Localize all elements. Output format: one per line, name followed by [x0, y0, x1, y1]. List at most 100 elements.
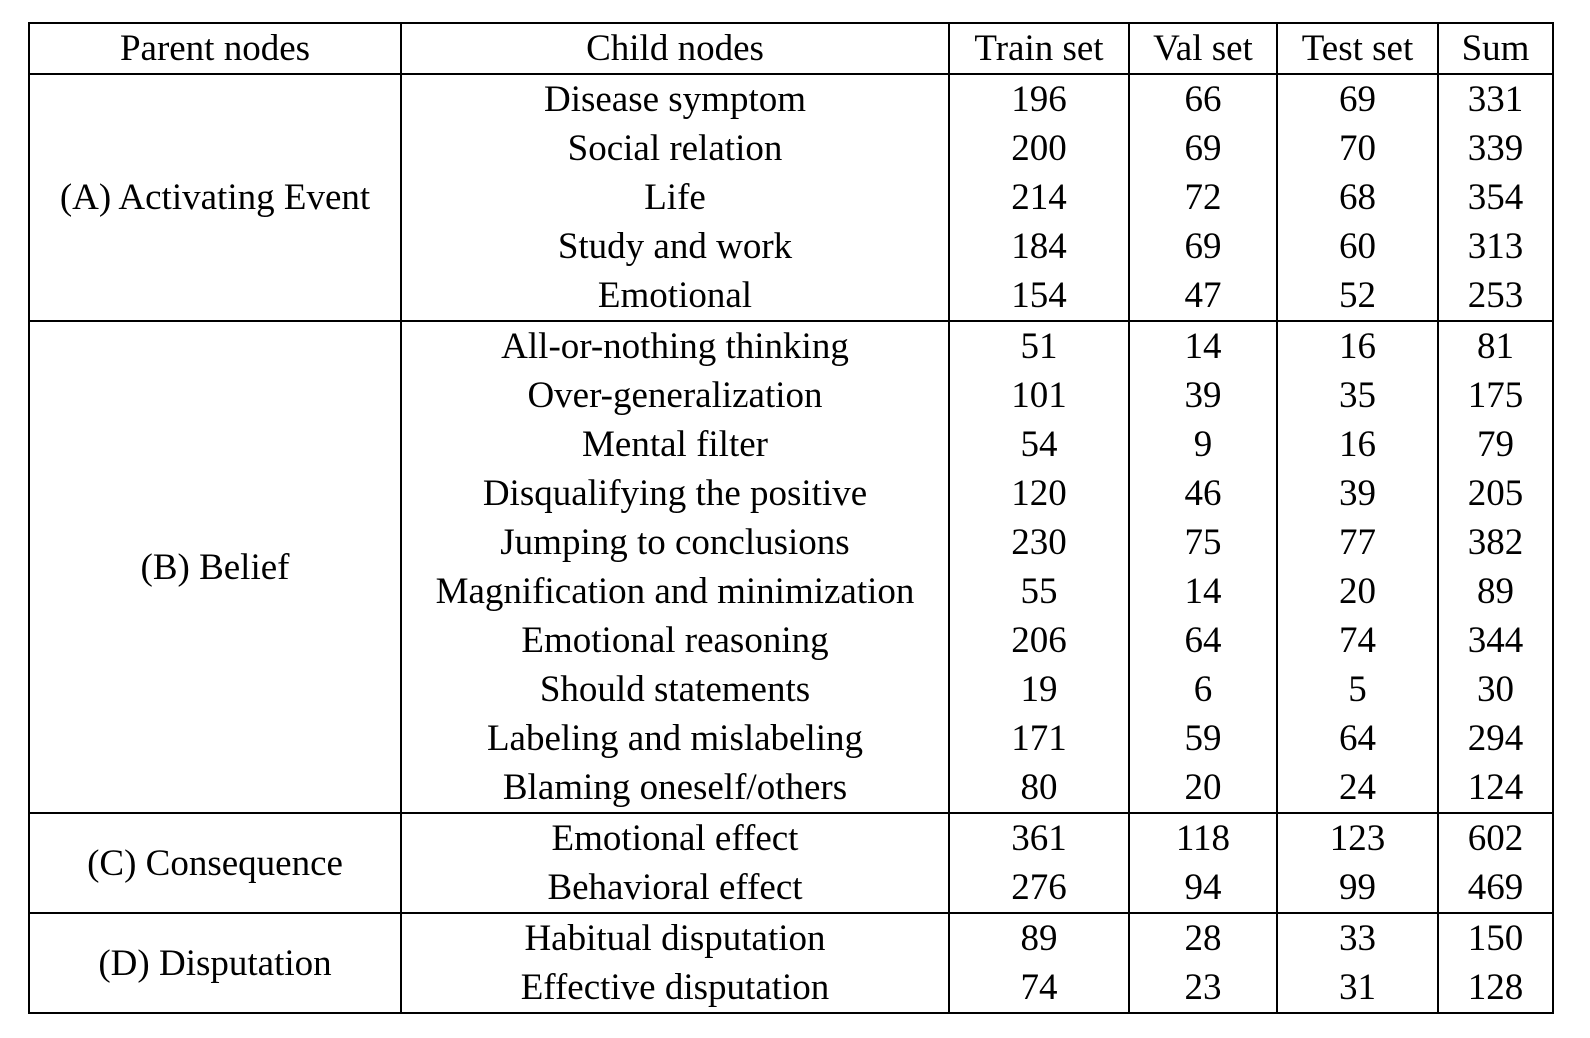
group-0: (A) Activating Event Disease symptom 196 66…: [28, 74, 1554, 322]
child-node-cell: Life: [400, 173, 950, 222]
table-row: (C) Consequence Emotional effect 361 118 123…: [28, 813, 1554, 914]
table-row: Study and work 184 69 60 313: [29, 222, 1554, 271]
test-set-cell: 16: [1276, 420, 1439, 469]
test-set-cell: 77: [1276, 518, 1439, 567]
val-set-cell: 66: [1128, 74, 1278, 124]
val-set-cell: 39: [1128, 371, 1278, 420]
sum-cell: 79: [1437, 420, 1554, 469]
group-3: (D) Disputation Habitual disputation 89 28 3…: [28, 913, 1554, 1014]
test-set-cell: 24: [1276, 763, 1439, 814]
train-set-cell: 101: [948, 371, 1130, 420]
test-set-cell: 60: [1276, 222, 1439, 271]
train-set-cell: 74: [948, 963, 1130, 1014]
val-set-cell: 94: [1128, 863, 1278, 914]
table-row: Labeling and mislabeling 171 59 64 294: [29, 714, 1554, 763]
child-node-cell: Should statements: [400, 665, 950, 714]
table-header: Parent nodes Child nodes Train set Val s…: [28, 23, 1554, 75]
train-set-cell: 120: [948, 469, 1130, 518]
table-row: (D) Disputation Habitual disputation 89 28 3…: [28, 913, 1554, 1014]
table-row: (A) Activating Event Disease symptom 196 66…: [28, 74, 1554, 322]
val-set-cell: 9: [1128, 420, 1278, 469]
child-node-cell: Emotional effect: [400, 813, 950, 863]
test-set-cell: 16: [1276, 321, 1439, 371]
sum-cell: 331: [1437, 74, 1554, 124]
data-table: Parent nodes Child nodes Train set Val s…: [28, 22, 1554, 1014]
child-node-cell: Effective disputation: [400, 963, 950, 1014]
sum-cell: 344: [1437, 616, 1554, 665]
train-set-cell: 276: [948, 863, 1130, 914]
header-val-set: Val set: [1128, 23, 1278, 75]
val-set-cell: 47: [1128, 271, 1278, 322]
val-set-cell: 28: [1128, 913, 1278, 963]
test-set-cell: 31: [1276, 963, 1439, 1014]
header-test-set: Test set: [1276, 23, 1439, 75]
test-set-cell: 52: [1276, 271, 1439, 322]
sum-cell: 30: [1437, 665, 1554, 714]
val-set-cell: 23: [1128, 963, 1278, 1014]
val-set-cell: 118: [1128, 813, 1278, 863]
test-set-cell: 35: [1276, 371, 1439, 420]
test-set-cell: 70: [1276, 124, 1439, 173]
test-set-cell: 5: [1276, 665, 1439, 714]
val-set-cell: 6: [1128, 665, 1278, 714]
child-node-cell: Habitual disputation: [400, 913, 950, 963]
sum-cell: 469: [1437, 863, 1554, 914]
table-row: Emotional reasoning 206 64 74 344: [29, 616, 1554, 665]
sum-cell: 382: [1437, 518, 1554, 567]
child-node-cell: All-or-nothing thinking: [400, 321, 950, 371]
train-set-cell: 361: [948, 813, 1130, 863]
test-set-cell: 39: [1276, 469, 1439, 518]
table-row: Effective disputation 74 23 31 128: [29, 963, 1554, 1014]
group-1: (B) Belief All-or-nothing thinking 51 14 16 8…: [28, 321, 1554, 814]
train-set-cell: 230: [948, 518, 1130, 567]
train-set-cell: 171: [948, 714, 1130, 763]
val-set-cell: 59: [1128, 714, 1278, 763]
child-node-cell: Over-generalization: [400, 371, 950, 420]
sum-cell: 339: [1437, 124, 1554, 173]
val-set-cell: 75: [1128, 518, 1278, 567]
sum-cell: 313: [1437, 222, 1554, 271]
test-set-cell: 64: [1276, 714, 1439, 763]
table-row: Blaming oneself/others 80 20 24 124: [29, 763, 1554, 814]
table-row: Disqualifying the positive 120 46 39 205: [29, 469, 1554, 518]
child-node-cell: Emotional: [400, 271, 950, 322]
child-node-cell: Labeling and mislabeling: [400, 714, 950, 763]
header-train-set: Train set: [948, 23, 1130, 75]
val-set-cell: 46: [1128, 469, 1278, 518]
sum-cell: 253: [1437, 271, 1554, 322]
table-row: Mental filter 54 9 16 79: [29, 420, 1554, 469]
table-row: Life 214 72 68 354: [29, 173, 1554, 222]
parent-node-cell: (B) Belief: [28, 321, 402, 814]
table-row: Jumping to conclusions 230 75 77 382: [29, 518, 1554, 567]
test-set-cell: 123: [1276, 813, 1439, 863]
child-node-cell: Disqualifying the positive: [400, 469, 950, 518]
test-set-cell: 20: [1276, 567, 1439, 616]
parent-node-cell: (C) Consequence: [28, 813, 402, 914]
sum-cell: 124: [1437, 763, 1554, 814]
train-set-cell: 54: [948, 420, 1130, 469]
child-node-cell: Blaming oneself/others: [400, 763, 950, 814]
child-node-cell: Mental filter: [400, 420, 950, 469]
parent-node-cell: (A) Activating Event: [28, 74, 402, 322]
test-set-cell: 74: [1276, 616, 1439, 665]
val-set-cell: 72: [1128, 173, 1278, 222]
child-node-cell: Emotional reasoning: [400, 616, 950, 665]
table-row: Should statements 19 6 5 30: [29, 665, 1554, 714]
val-set-cell: 14: [1128, 567, 1278, 616]
table-row: Emotional 154 47 52 253: [29, 271, 1554, 322]
sum-cell: 354: [1437, 173, 1554, 222]
child-node-cell: Magnification and minimization: [400, 567, 950, 616]
test-set-cell: 99: [1276, 863, 1439, 914]
val-set-cell: 69: [1128, 124, 1278, 173]
train-set-cell: 206: [948, 616, 1130, 665]
header-row: Parent nodes Child nodes Train set Val s…: [28, 23, 1554, 75]
val-set-cell: 14: [1128, 321, 1278, 371]
sum-cell: 175: [1437, 371, 1554, 420]
train-set-cell: 184: [948, 222, 1130, 271]
table-row: (B) Belief All-or-nothing thinking 51 14 16 8…: [28, 321, 1554, 814]
train-set-cell: 51: [948, 321, 1130, 371]
sum-cell: 205: [1437, 469, 1554, 518]
table-row: Social relation 200 69 70 339: [29, 124, 1554, 173]
child-node-cell: Behavioral effect: [400, 863, 950, 914]
train-set-cell: 19: [948, 665, 1130, 714]
